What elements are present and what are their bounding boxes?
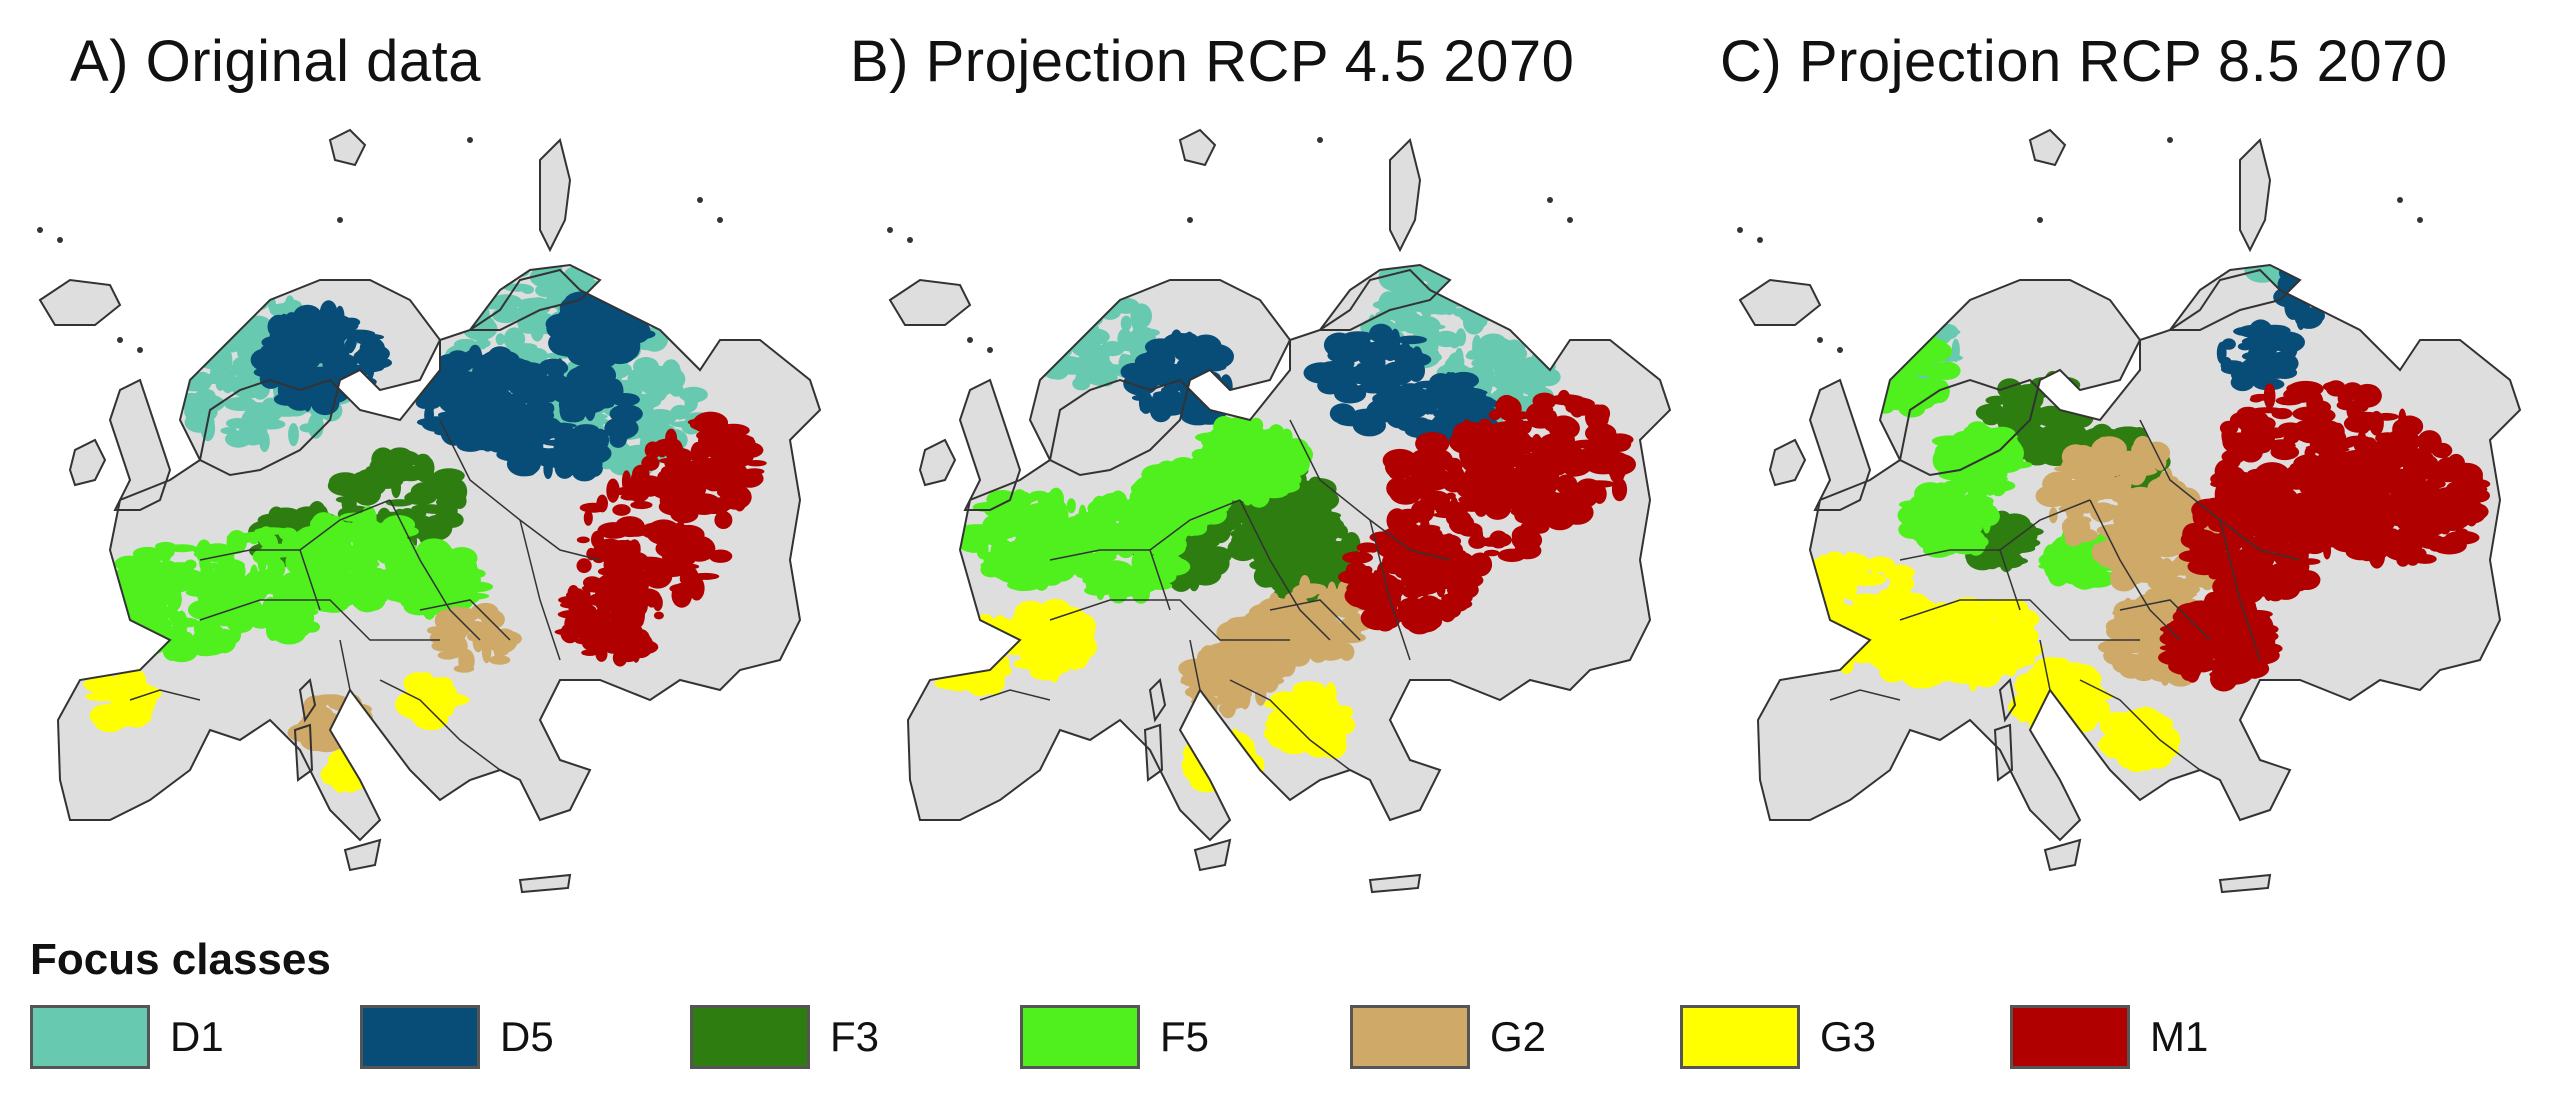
- land-novayazemlya: [1390, 140, 1420, 250]
- legend-swatch: [690, 1005, 810, 1069]
- panel-original: A) Original data: [0, 0, 850, 950]
- habitat-g3: [82, 669, 470, 793]
- panel-title: B) Projection RCP 4.5 2070: [850, 29, 1575, 94]
- legend-label: F5: [1160, 1013, 1210, 1060]
- habitat-m1: [1338, 389, 1636, 635]
- europe-map: [887, 128, 1672, 894]
- land-ireland: [70, 440, 105, 485]
- panel-rcp85: C) Projection RCP 8.5 2070: [1700, 0, 2550, 950]
- legend-swatch: [360, 1005, 480, 1069]
- land-britain: [1810, 380, 1870, 510]
- legend-label: F3: [830, 1013, 880, 1060]
- land-ireland: [920, 440, 955, 485]
- habitat-d5: [250, 291, 656, 482]
- land-novayazemlya: [2240, 140, 2270, 250]
- habitat-d5: [1120, 323, 1500, 448]
- land-svalbard: [330, 130, 365, 165]
- legend-label: D1: [170, 1013, 224, 1060]
- habitat-m1: [554, 411, 767, 667]
- europe-map: [1737, 128, 2522, 894]
- legend-label: D5: [500, 1013, 554, 1060]
- country-borders: [979, 419, 1451, 771]
- panel-title: C) Projection RCP 8.5 2070: [1720, 29, 2448, 94]
- land-britain: [960, 380, 1020, 510]
- country-borders: [1829, 419, 2301, 771]
- legend-label: G2: [1490, 1013, 1547, 1060]
- habitat-f5: [957, 416, 1313, 604]
- legend-swatch: [30, 1005, 150, 1069]
- land-svalbard: [1180, 130, 1215, 165]
- land-svalbard: [2030, 130, 2065, 165]
- legend-swatch: [1680, 1005, 1800, 1069]
- panel-rcp45: B) Projection RCP 4.5 2070: [850, 0, 1700, 950]
- habitat-f5: [96, 505, 494, 663]
- legend-label: M1: [2150, 1013, 2209, 1060]
- land-iceland: [890, 280, 970, 325]
- legend-title: Focus classes: [30, 935, 331, 984]
- country-borders: [129, 419, 601, 771]
- land-iceland: [1740, 280, 1820, 325]
- legend-swatch: [1350, 1005, 1470, 1069]
- legend-swatch: [2010, 1005, 2130, 1069]
- land-ireland: [1770, 440, 1805, 485]
- legend-label: G3: [1820, 1013, 1877, 1060]
- land-britain: [110, 380, 170, 510]
- europe-map: [37, 128, 822, 894]
- land-novayazemlya: [540, 140, 570, 250]
- legend-swatch: [1020, 1005, 1140, 1069]
- land-iceland: [40, 280, 120, 325]
- habitat-m1: [2158, 380, 2491, 692]
- panel-title: A) Original data: [70, 29, 481, 94]
